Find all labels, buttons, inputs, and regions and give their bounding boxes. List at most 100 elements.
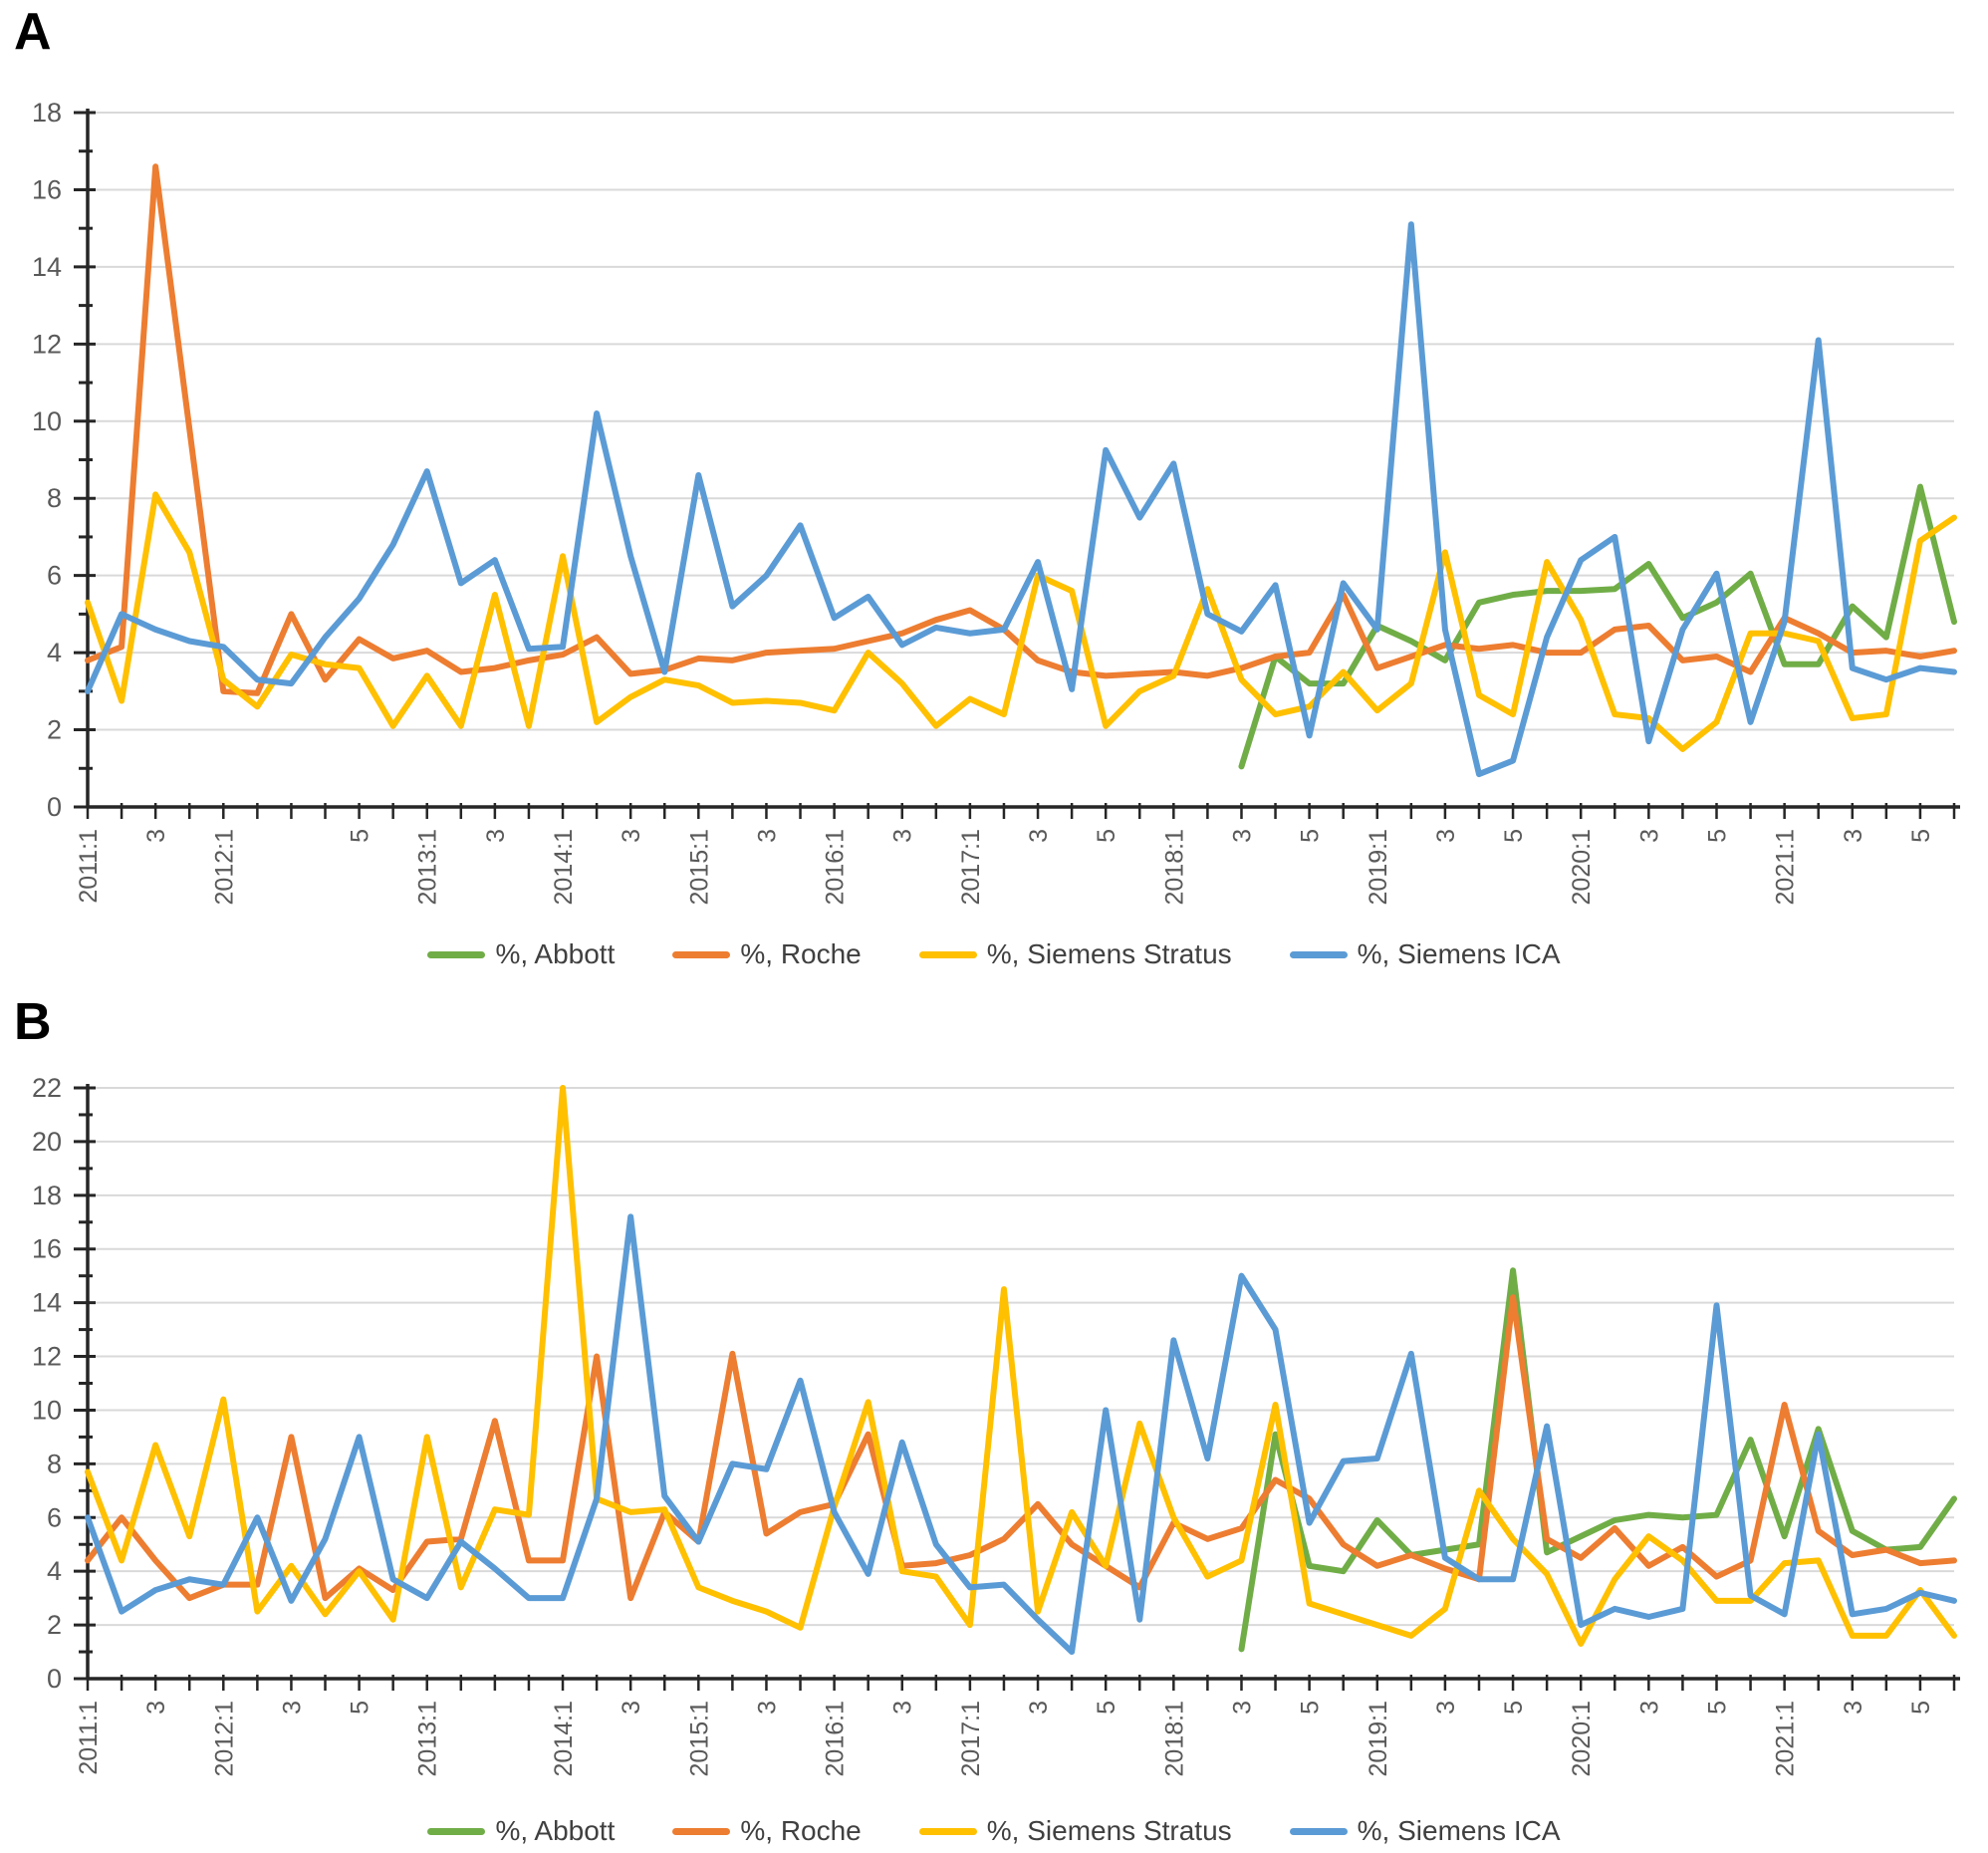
legend-label: %, Siemens Stratus [986, 1815, 1232, 1846]
x-tick-label: 2015:1 [685, 1701, 713, 1776]
x-tick-label: 3 [142, 829, 170, 843]
y-tick-label: 6 [47, 561, 62, 591]
x-tick-label: 2013:1 [414, 829, 442, 905]
y-tick-label: 20 [32, 1127, 62, 1157]
y-tick-label: 8 [47, 483, 62, 513]
x-tick-label: 5 [1093, 1701, 1120, 1715]
x-tick-label: 3 [618, 829, 645, 843]
series-line-siemens-ica [85, 1213, 1957, 1656]
x-tick-label: 2016:1 [822, 1701, 850, 1776]
x-tick-label: 3 [1432, 1701, 1460, 1715]
legend-item-roche[interactable]: %, Roche [672, 938, 862, 970]
x-tick-label: 5 [1500, 829, 1528, 843]
x-tick-label: 2014:1 [550, 829, 578, 905]
series-line-roche [85, 163, 1957, 696]
x-tick-label: 2011:1 [75, 1701, 103, 1775]
y-tick-label: 4 [47, 638, 62, 667]
legend-item-siemens-stratus[interactable]: %, Siemens Stratus [918, 938, 1232, 970]
legend-label: %, Abbott [495, 938, 616, 969]
y-tick-label: 2 [47, 1610, 62, 1640]
x-tick-label: 5 [1907, 829, 1935, 843]
legend-swatch [427, 1827, 486, 1835]
x-tick-label: 2020:1 [1568, 1701, 1596, 1776]
x-tick-label: 5 [1703, 1701, 1731, 1715]
x-tick-label: 3 [1840, 829, 1867, 843]
x-tick-label: 2013:1 [414, 1701, 442, 1776]
x-tick-label: 3 [278, 1701, 306, 1715]
x-tick-label: 2012:1 [210, 829, 238, 905]
x-tick-label: 3 [1025, 1701, 1053, 1715]
x-tick-label: 2021:1 [1772, 829, 1800, 905]
legend-item-siemens-ica[interactable]: %, Siemens ICA [1289, 1815, 1561, 1847]
panel-label-b: B [14, 993, 53, 1051]
series-line-abbott [1238, 1267, 1957, 1653]
legend-swatch [672, 1827, 731, 1835]
legend-label: %, Roche [740, 1815, 862, 1846]
x-tick-label: 2014:1 [550, 1701, 578, 1776]
chart-b-legend: %, Abbott %, Roche %, Siemens Stratus %, Si… [0, 1815, 1988, 1847]
chart-a-legend: %, Abbott %, Roche %, Siemens Stratus %, Si… [0, 938, 1988, 970]
legend-label: %, Abbott [495, 1815, 616, 1846]
y-tick-label: 6 [47, 1502, 62, 1532]
legend-label: %, Siemens ICA [1357, 938, 1561, 969]
y-tick-label: 0 [47, 1664, 62, 1694]
x-tick-label: 5 [1703, 829, 1731, 843]
x-tick-label: 3 [142, 1701, 170, 1715]
x-tick-label: 3 [889, 1701, 917, 1715]
legend-item-roche[interactable]: %, Roche [672, 1815, 862, 1847]
x-tick-label: 3 [1635, 829, 1663, 843]
y-tick-label: 22 [32, 1073, 62, 1103]
x-tick-label: 2019:1 [1365, 1701, 1392, 1776]
panel-label-a: A [14, 3, 53, 61]
x-tick-label: 3 [1432, 829, 1460, 843]
x-tick-label: 5 [1093, 829, 1120, 843]
y-tick-label: 8 [47, 1449, 62, 1478]
legend-swatch [427, 950, 486, 958]
legend-item-siemens-ica[interactable]: %, Siemens ICA [1289, 938, 1561, 970]
x-tick-label: 3 [889, 829, 917, 843]
x-tick-label: 2021:1 [1772, 1701, 1800, 1776]
legend-label: %, Siemens ICA [1357, 1815, 1561, 1846]
legend-item-abbott[interactable]: %, Abbott [427, 938, 615, 970]
x-tick-label: 2020:1 [1568, 829, 1596, 905]
x-tick-label: 3 [482, 829, 510, 843]
x-tick-label: 2012:1 [210, 1701, 238, 1776]
x-tick-label: 3 [618, 1701, 645, 1715]
x-tick-label: 3 [1635, 1701, 1663, 1715]
legend-item-siemens-stratus[interactable]: %, Siemens Stratus [918, 1815, 1232, 1847]
series-line-siemens-ica [85, 221, 1957, 778]
y-tick-label: 4 [47, 1556, 62, 1586]
series-line-siemens-stratus [85, 491, 1957, 752]
legend-label: %, Roche [740, 938, 862, 969]
y-tick-label: 14 [32, 1288, 62, 1318]
x-tick-label: 5 [347, 1701, 374, 1715]
legend-swatch [672, 950, 731, 958]
x-tick-label: 3 [1025, 829, 1053, 843]
x-tick-label: 3 [1228, 829, 1256, 843]
x-tick-label: 2015:1 [685, 829, 713, 905]
x-tick-label: 2018:1 [1160, 829, 1188, 905]
legend-swatch [918, 1827, 977, 1835]
y-tick-label: 12 [32, 329, 62, 359]
y-tick-label: 18 [32, 98, 62, 128]
x-tick-label: 2016:1 [822, 829, 850, 905]
x-tick-label: 2019:1 [1365, 829, 1392, 905]
x-tick-label: 3 [1840, 1701, 1867, 1715]
x-tick-label: 2011:1 [75, 829, 103, 904]
y-tick-label: 16 [32, 1234, 62, 1264]
legend-item-abbott[interactable]: %, Abbott [427, 1815, 615, 1847]
x-tick-label: 2017:1 [957, 1701, 985, 1776]
x-tick-label: 3 [1228, 1701, 1256, 1715]
y-tick-label: 12 [32, 1342, 62, 1372]
legend-swatch [918, 950, 977, 958]
y-tick-label: 10 [32, 406, 62, 436]
chart-b: 0 2 4 6 8 10 12 14 16 18 20 22 2011:1 3 2012:1 3 5 2013:1… [32, 1073, 1960, 1776]
x-tick-label: 5 [1500, 1701, 1528, 1715]
x-tick-label: 2018:1 [1160, 1701, 1188, 1776]
y-tick-label: 0 [47, 792, 62, 822]
x-tick-label: 5 [1907, 1701, 1935, 1715]
y-tick-label: 14 [32, 252, 62, 282]
x-tick-label: 5 [347, 829, 374, 843]
series-line-abbott [1238, 483, 1957, 770]
x-tick-label: 2017:1 [957, 829, 985, 905]
